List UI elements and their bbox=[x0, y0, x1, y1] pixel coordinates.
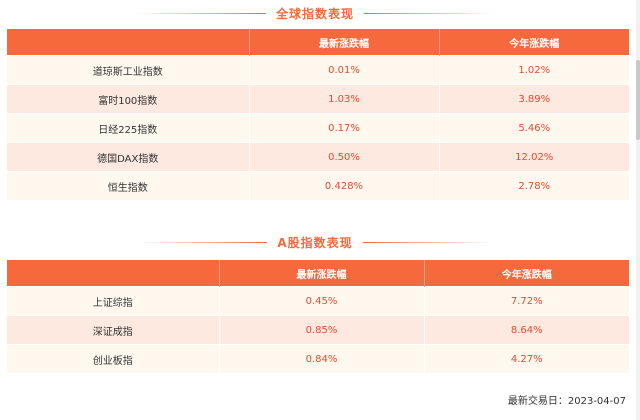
global-section-title: 全球指数表现 bbox=[0, 4, 630, 22]
table-row: 创业板指 0.84% 4.27% bbox=[7, 344, 629, 373]
a-share-index-table: 最新涨跌幅 今年涨跌幅 上证综指 0.45% 7.72% 深证成指 0.85% … bbox=[7, 260, 629, 373]
ytd-change: 8.64% bbox=[423, 315, 629, 345]
table-row: 日经225指数 0.17% 5.46% bbox=[7, 113, 629, 143]
latest-change: 0.84% bbox=[218, 344, 424, 373]
title-divider-right bbox=[364, 12, 494, 14]
ytd-change: 1.02% bbox=[438, 55, 629, 85]
title-divider-left bbox=[135, 12, 266, 14]
index-name: 日经225指数 bbox=[7, 113, 249, 143]
latest-change: 0.428% bbox=[248, 171, 439, 200]
table-row: 富时100指数 1.03% 3.89% bbox=[7, 84, 629, 114]
global-index-table: 最新涨跌幅 今年涨跌幅 道琼斯工业指数 0.01% 1.02% 富时100指数 … bbox=[7, 29, 629, 200]
latest-change: 0.50% bbox=[248, 142, 439, 172]
ytd-change: 3.89% bbox=[438, 84, 629, 114]
a-share-section-title: A股指数表现 bbox=[0, 233, 630, 251]
table-row: 恒生指数 0.428% 2.78% bbox=[7, 171, 629, 200]
title-divider-left bbox=[137, 241, 268, 243]
ytd-change: 2.78% bbox=[438, 171, 629, 200]
table-header-row: 最新涨跌幅 今年涨跌幅 bbox=[7, 260, 629, 287]
latest-change: 0.45% bbox=[218, 286, 424, 316]
ytd-change: 7.72% bbox=[423, 286, 629, 316]
table-row: 深证成指 0.85% 8.64% bbox=[7, 315, 629, 345]
table-header-row: 最新涨跌幅 今年涨跌幅 bbox=[7, 29, 629, 56]
latest-change: 0.01% bbox=[248, 55, 439, 85]
scrollbar-thumb[interactable] bbox=[636, 60, 640, 140]
header-name bbox=[7, 260, 219, 287]
global-section-title-text: 全球指数表现 bbox=[275, 6, 354, 21]
header-latest-change: 最新涨跌幅 bbox=[248, 29, 439, 56]
header-ytd-change: 今年涨跌幅 bbox=[438, 29, 629, 56]
index-name: 道琼斯工业指数 bbox=[7, 55, 249, 85]
a-share-section-title-text: A股指数表现 bbox=[277, 235, 353, 250]
ytd-change: 5.46% bbox=[438, 113, 629, 143]
latest-change: 1.03% bbox=[248, 84, 439, 114]
header-ytd-change: 今年涨跌幅 bbox=[423, 260, 629, 287]
index-name: 深证成指 bbox=[7, 315, 219, 345]
trade-date-label: 最新交易日：2023-04-07 bbox=[507, 396, 626, 407]
table-row: 德国DAX指数 0.50% 12.02% bbox=[7, 142, 629, 172]
header-name bbox=[7, 29, 249, 56]
latest-change: 0.85% bbox=[218, 315, 424, 345]
ytd-change: 12.02% bbox=[438, 142, 629, 172]
title-divider-right bbox=[362, 241, 493, 243]
table-row: 上证综指 0.45% 7.72% bbox=[7, 286, 629, 316]
index-name: 德国DAX指数 bbox=[7, 142, 249, 172]
index-name: 创业板指 bbox=[7, 344, 219, 373]
index-name: 恒生指数 bbox=[7, 171, 249, 200]
header-latest-change: 最新涨跌幅 bbox=[218, 260, 424, 287]
ytd-change: 4.27% bbox=[423, 344, 629, 373]
index-name: 富时100指数 bbox=[7, 84, 249, 114]
latest-change: 0.17% bbox=[248, 113, 439, 143]
table-row: 道琼斯工业指数 0.01% 1.02% bbox=[7, 55, 629, 85]
vertical-scrollbar[interactable] bbox=[636, 0, 640, 420]
index-name: 上证综指 bbox=[7, 286, 219, 316]
